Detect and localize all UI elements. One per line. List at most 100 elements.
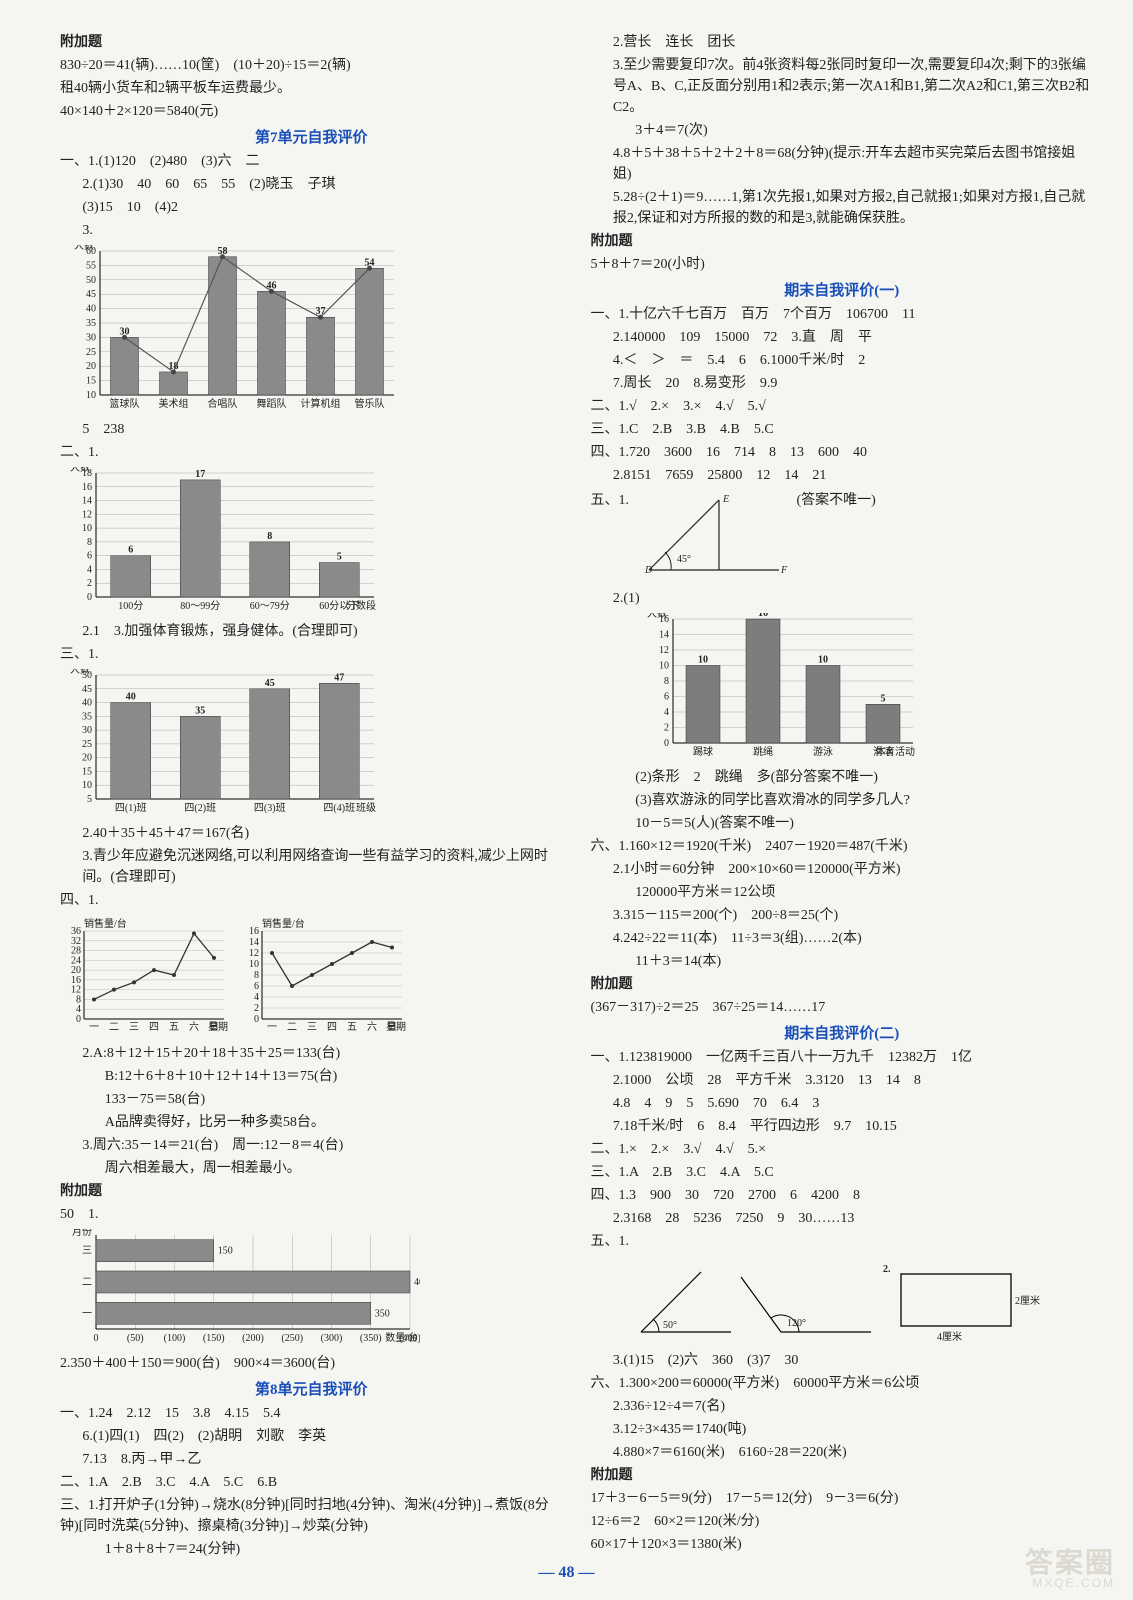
svg-text:人数: 人数 [70, 669, 90, 676]
svg-text:16: 16 [71, 975, 81, 986]
text-line: 4.8 4 9 5 5.690 70 6.4 3 [591, 1093, 1094, 1114]
svg-text:5: 5 [87, 794, 92, 805]
text-line: 3.(1)15 (2)六 360 (3)7 30 [591, 1350, 1094, 1371]
text-line: 50 1. [60, 1204, 563, 1225]
watermark: 答案圈 MXQE.COM [1025, 1548, 1115, 1590]
text-line: 12÷6＝2 60×2＝120(米/分) [591, 1511, 1094, 1532]
text-line: 四、1.3 900 30 720 2700 6 4200 8 [591, 1185, 1094, 1206]
chart-bar: 024681012141610踢球16跳绳10游泳5滑冰人数体育活动 [639, 613, 1094, 763]
text-line: 11＋3＝14(本) [591, 951, 1094, 972]
svg-text:人数: 人数 [74, 245, 94, 252]
svg-text:0: 0 [254, 1014, 259, 1025]
text-line: (367－317)÷2＝25 367÷25＝14……17 [591, 997, 1094, 1018]
svg-text:四: 四 [327, 1022, 337, 1033]
svg-text:17: 17 [195, 469, 205, 480]
text-line: 二、1.× 2.× 3.√ 4.√ 5.× [591, 1139, 1094, 1160]
text-line: (答案不唯一) [797, 490, 876, 511]
svg-text:35: 35 [82, 711, 92, 722]
svg-text:五: 五 [169, 1022, 179, 1033]
svg-text:35: 35 [195, 705, 205, 716]
text-line: (3)15 10 (4)2 [60, 197, 563, 218]
svg-text:踢球: 踢球 [693, 745, 713, 758]
chart-bar: 510152025303540455040四(1)班35四(2)班45四(3)班… [60, 669, 563, 819]
svg-text:40: 40 [126, 692, 136, 703]
text-line: 3.周六:35－14＝21(台) 周一:12－8＝4(台) [60, 1135, 563, 1156]
svg-text:四(1)班: 四(1)班 [115, 802, 147, 814]
svg-text:10: 10 [818, 655, 828, 666]
svg-text:2: 2 [664, 723, 669, 734]
svg-text:二: 二 [109, 1022, 119, 1033]
svg-text:14: 14 [82, 496, 92, 507]
svg-text:四(4)班: 四(4)班 [323, 802, 355, 814]
svg-text:(250): (250) [281, 1333, 303, 1344]
svg-text:40: 40 [86, 304, 96, 315]
text-line: 五、1. [591, 1231, 1094, 1252]
svg-text:50°: 50° [663, 1320, 677, 1331]
svg-text:16: 16 [82, 482, 92, 493]
text-line: 4.＜ ＞ ＝ 5.4 6 6.1000千米/时 2 [591, 350, 1094, 371]
text-line: 5＋8＋7＝20(小时) [591, 254, 1094, 275]
svg-text:14: 14 [249, 937, 259, 948]
svg-text:14: 14 [659, 630, 669, 641]
svg-text:(350): (350) [360, 1333, 382, 1344]
svg-text:5: 5 [880, 693, 885, 704]
angle-rect-diagram: 50°120°2.2厘米4厘米 [621, 1256, 1094, 1346]
svg-text:二: 二 [287, 1022, 297, 1033]
text-line: 7.周长 20 8.易变形 9.9 [591, 373, 1094, 394]
svg-text:一: 一 [89, 1022, 99, 1033]
unit8-title: 第8单元自我评价 [60, 1378, 563, 1399]
text-line: 10－5＝5(人)(答案不唯一) [591, 813, 1094, 834]
text-line: 7.18千米/时 6 8.4 平行四边形 9.7 10.15 [591, 1116, 1094, 1137]
text-line: 一、1.24 2.12 15 3.8 4.15 5.4 [60, 1403, 563, 1424]
svg-text:人数: 人数 [70, 467, 90, 474]
svg-text:二: 二 [82, 1277, 92, 1288]
text-line: 租40辆小货车和2辆平板车运费最少。 [60, 78, 563, 99]
angle-diagram: 45°DEF [639, 492, 789, 582]
text-line: 2.(1)30 40 60 65 55 (2)晓玉 子琪 [60, 174, 563, 195]
svg-text:20: 20 [82, 753, 92, 764]
svg-text:销售量/台: 销售量/台 [262, 917, 305, 930]
text-line: 二、1.A 2.B 3.C 4.A 5.C 6.B [60, 1472, 563, 1493]
watermark-url: MXQE.COM [1025, 1577, 1115, 1590]
right-column: 2.营长 连长 团长 3.至少需要复印7次。前4张资料每2张同时复印一次,需要复… [591, 30, 1094, 1562]
chart-hbar: 0(50)(100)(150)(200)(250)(300)(350)(400)… [60, 1229, 563, 1349]
text-line: 3.12÷3×435＝1740(吨) [591, 1419, 1094, 1440]
svg-text:4: 4 [254, 992, 259, 1003]
svg-text:(200): (200) [242, 1333, 264, 1344]
text-line: (3)喜欢游泳的同学比喜欢滑冰的同学多几人? [591, 790, 1094, 811]
text-line: 3.315－115＝200(个) 200÷8＝25(个) [591, 905, 1094, 926]
text-line: 7.13 8.丙→甲→乙 [60, 1449, 563, 1470]
final2-title: 期末自我评价(二) [591, 1022, 1094, 1043]
chart-line: 销售量/台0246810121416一二三四五六日星期 [238, 917, 408, 1037]
text-line: (2)条形 2 跳绳 多(部分答案不唯一) [591, 767, 1094, 788]
svg-text:D: D [644, 565, 653, 576]
text-line: A品牌卖得好，比另一种多卖58台。 [60, 1112, 563, 1133]
svg-text:60～79分: 60～79分 [250, 600, 290, 612]
svg-text:4厘米: 4厘米 [937, 1330, 962, 1343]
text-line: 4.8＋5＋38＋5＋2＋2＋8＝68(分钟)(提示:开车去超市买完菜后去图书馆… [591, 143, 1094, 185]
svg-text:0: 0 [94, 1333, 99, 1344]
text-line: 40×140＋2×120＝5840(元) [60, 101, 563, 122]
svg-text:6: 6 [128, 545, 133, 556]
svg-text:6: 6 [664, 692, 669, 703]
svg-text:350: 350 [375, 1308, 390, 1319]
svg-text:0: 0 [76, 1014, 81, 1025]
svg-text:五: 五 [347, 1022, 357, 1033]
svg-text:80～99分: 80～99分 [180, 600, 220, 612]
page: 附加题 830÷20＝41(辆)……10(筐) (10＋20)÷15＝2(辆) … [0, 0, 1133, 1592]
text-line: 二、1.√ 2.× 3.× 4.√ 5.√ [591, 396, 1094, 417]
text-line: 一、1.十亿六千七百万 百万 7个百万 106700 11 [591, 304, 1094, 325]
text-line: 3. [60, 220, 563, 241]
text-line: 四、1.720 3600 16 714 8 13 600 40 [591, 442, 1094, 463]
svg-text:6: 6 [87, 551, 92, 562]
svg-text:400: 400 [414, 1277, 420, 1288]
chart-bar: 0246810121416186100分1780～99分860～79分560分以… [60, 467, 563, 617]
page-number: — 48 — [0, 1564, 1133, 1582]
svg-text:4: 4 [664, 707, 669, 718]
svg-text:25: 25 [86, 347, 96, 358]
svg-text:8: 8 [664, 676, 669, 687]
text-line: 2.40＋35＋45＋47＝167(名) [60, 823, 563, 844]
text-line: 三、1. [60, 644, 563, 665]
svg-text:45: 45 [86, 289, 96, 300]
svg-text:分数段: 分数段 [346, 599, 376, 612]
